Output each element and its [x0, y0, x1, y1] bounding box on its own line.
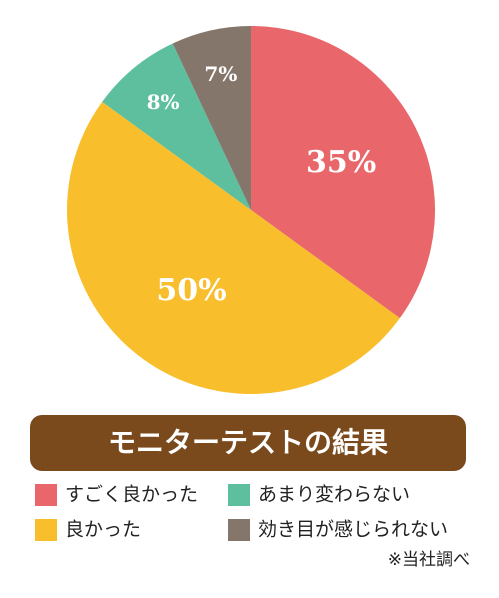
pie-slice — [67, 101, 400, 394]
legend-swatch — [35, 519, 57, 541]
title-banner — [30, 415, 466, 471]
pie-slice — [102, 43, 252, 210]
legend-label: 良かった — [65, 519, 141, 541]
note: ※当社調べ — [388, 550, 470, 570]
chart-title: モニターテストの結果 — [108, 426, 388, 459]
legend-label: 効き目が感じられない — [258, 519, 448, 541]
legend-label: すごく良かった — [65, 484, 198, 506]
legend-swatch — [35, 484, 57, 506]
legend-label: あまり変わらない — [258, 484, 410, 506]
legend-swatch — [228, 484, 250, 506]
pie-slice — [251, 26, 435, 319]
data-label: 8% — [147, 90, 180, 114]
data-label: 35% — [306, 145, 376, 180]
data-label: 50% — [156, 273, 226, 308]
pie-slice — [172, 26, 251, 210]
legend-swatch — [228, 519, 250, 541]
data-label: 7% — [204, 62, 237, 86]
